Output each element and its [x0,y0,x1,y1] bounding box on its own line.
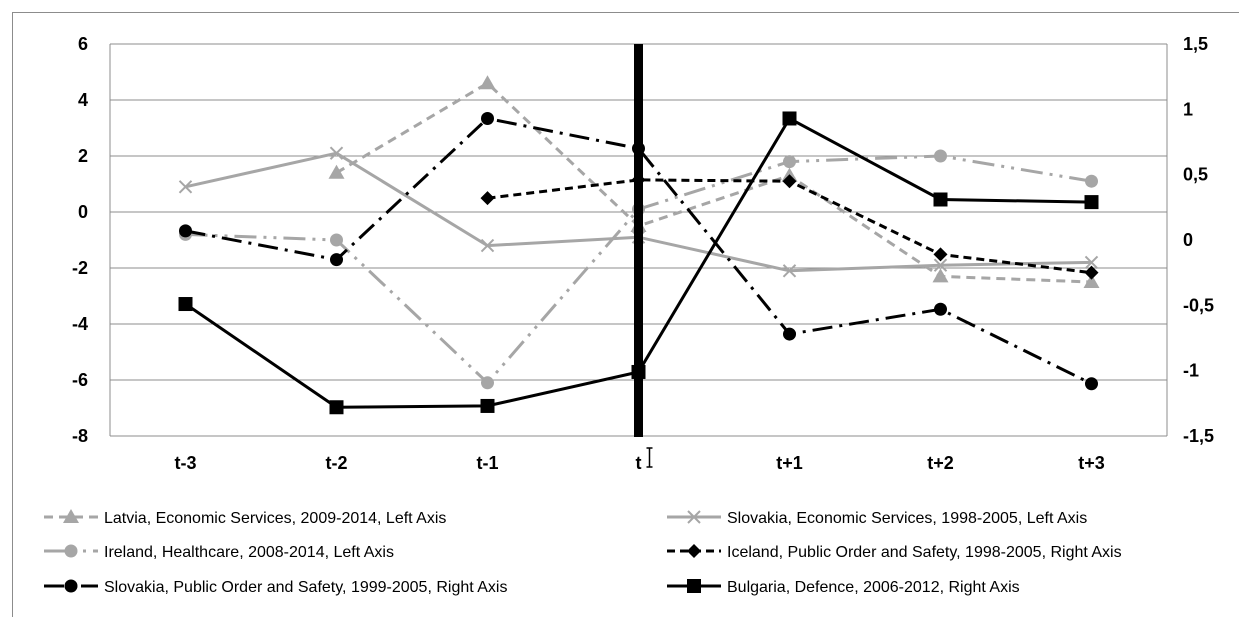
data-point [480,191,495,206]
x-axis-tick-label: t [636,453,642,473]
legend: Latvia, Economic Services, 2009-2014, Le… [44,509,1122,596]
right-axis-tick-label: -0,5 [1183,295,1214,315]
data-point [481,111,494,125]
data-point [933,192,948,207]
legend-item: Slovakia, Public Order and Safety, 1999-… [44,579,507,596]
text-cursor-icon [646,447,653,468]
data-point [479,75,496,90]
right-axis-tick-label: 1 [1183,99,1193,119]
data-point [782,174,797,189]
x-axis-tick-label: t+3 [1078,453,1105,473]
chart-frame [12,12,1239,617]
data-point [330,253,343,267]
data-point [934,149,947,163]
legend-item: Bulgaria, Defence, 2006-2012, Right Axis [667,579,1020,596]
legend-item: Ireland, Healthcare, 2008-2014, Left Axi… [44,544,394,561]
x-axis-tick-label: t-3 [175,453,197,473]
data-point [64,579,78,593]
legend-label: Slovakia, Public Order and Safety, 1999-… [104,579,507,596]
right-axis-tick-label: 1,5 [1183,34,1208,54]
left-axis-tick-label: -2 [72,258,88,278]
x-axis-tick-label: t+1 [776,453,803,473]
data-point [178,180,193,194]
data-point [480,238,495,253]
series-line [335,81,1092,284]
vertical-event-line [634,44,643,437]
left-axis-tick-label: 2 [78,146,88,166]
legend-label: Ireland, Healthcare, 2008-2014, Left Axi… [104,544,394,561]
left-axis-tick-label: 4 [78,90,88,110]
data-point [782,111,797,126]
data-point [934,302,947,316]
data-point [481,376,494,390]
data-point [328,164,345,179]
series-4 [480,172,1099,280]
data-point [64,544,78,558]
data-point [1085,174,1098,188]
data-point [480,398,495,413]
axes: 6 4 2 0 -2 -4 -6 -8 1,5 1 0,5 0 -0,5 -1 -1,5 t-3 t-2 t-1 t… [72,34,1214,473]
legend-label: Iceland, Public Order and Safety, 1998-2… [727,544,1122,561]
right-axis-tick-label: -1 [1183,361,1199,381]
data-point [782,264,797,278]
legend-item: Latvia, Economic Services, 2009-2014, Le… [44,509,446,527]
vertical-marker [634,44,653,468]
data-point [330,233,343,247]
x-axis-tick-label: t-2 [326,453,348,473]
data-point [687,579,701,593]
data-point [1084,255,1099,270]
data-point [1085,377,1098,391]
data-point [783,327,796,341]
data-point [63,509,79,523]
right-axis-tick-label: 0 [1183,230,1193,250]
series-line [487,178,1092,275]
x-axis-tick-label: t+2 [927,453,954,473]
left-axis-tick-label: -8 [72,426,88,446]
data-point [1084,265,1099,280]
data-point [687,544,701,558]
left-axis-tick-label: 6 [78,34,88,54]
data-point [329,146,344,160]
data-point [178,297,193,312]
legend-label: Latvia, Economic Services, 2009-2014, Le… [104,510,446,527]
data-point [329,400,344,415]
data-point [932,268,949,283]
data-point [933,258,948,272]
left-axis-tick-label: -4 [72,314,88,334]
data-point [783,155,796,169]
data-point [687,510,701,524]
legend-label: Bulgaria, Defence, 2006-2012, Right Axis [727,579,1020,596]
left-axis-tick-label: 0 [78,202,88,222]
data-point [933,247,948,262]
right-axis-tick-label: 0,5 [1183,165,1208,185]
data-point [1083,274,1100,288]
left-axis-tick-label: -6 [72,370,88,390]
legend-label: Slovakia, Economic Services, 1998-2005, … [727,510,1087,527]
legend-item: Slovakia, Economic Services, 1998-2005, … [667,510,1087,527]
x-axis-tick-label: t-1 [477,453,499,473]
data-point [1084,195,1099,210]
legend-item: Iceland, Public Order and Safety, 1998-2… [667,544,1122,561]
data-point [179,224,192,238]
right-axis-tick-label: -1,5 [1183,426,1214,446]
